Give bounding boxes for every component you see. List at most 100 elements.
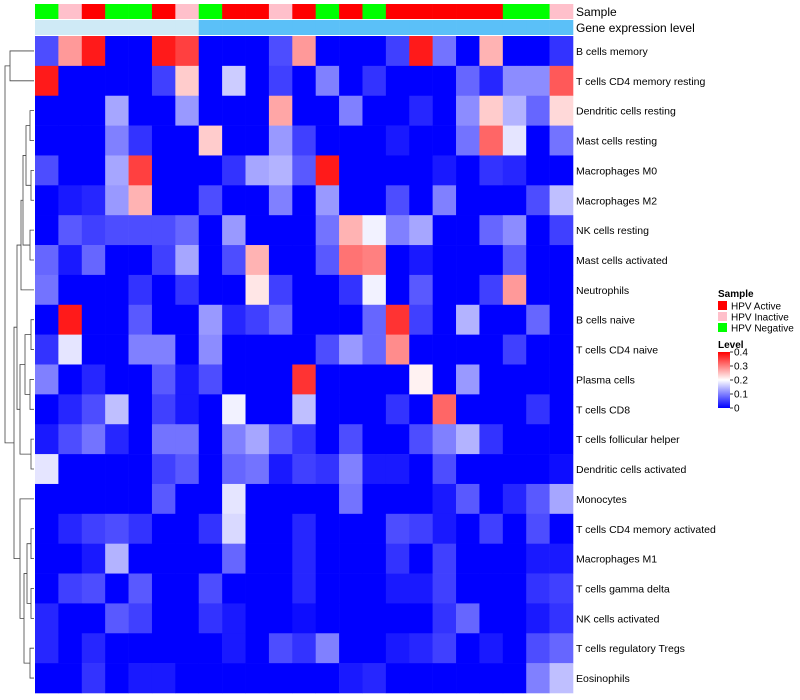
row-label: Mast cells resting <box>576 136 657 148</box>
heatmap-cell <box>362 215 387 246</box>
heatmap-cell <box>292 185 316 216</box>
heatmap-cell <box>549 633 574 664</box>
annotation-cell <box>526 4 550 19</box>
heatmap-cell <box>268 603 293 634</box>
dendrogram-branch <box>30 528 34 560</box>
heatmap-cell <box>81 513 106 544</box>
heatmap-cell <box>549 185 574 216</box>
heatmap-cell <box>526 95 550 126</box>
heatmap-cell <box>549 454 574 485</box>
heatmap-cell <box>339 304 363 335</box>
legend-swatch <box>718 312 727 321</box>
heatmap-cell <box>292 543 316 574</box>
heatmap-cell <box>385 364 410 395</box>
heatmap-cell <box>81 125 106 156</box>
heatmap-cell <box>409 215 433 246</box>
heatmap-cell <box>362 274 387 306</box>
heatmap-cell <box>339 454 363 485</box>
heatmap-cell <box>479 95 504 126</box>
heatmap-cell <box>245 573 270 604</box>
heatmap-cell <box>315 603 340 634</box>
heatmap-cell <box>81 95 106 126</box>
heatmap-cell <box>409 65 433 97</box>
dendrogram-branch <box>29 229 34 261</box>
heatmap-cell <box>385 424 410 455</box>
heatmap-cell <box>315 274 340 306</box>
row-label: Plasma cells <box>576 374 635 386</box>
heatmap-cell <box>432 513 457 544</box>
heatmap-cell <box>198 155 223 186</box>
heatmap-cell <box>315 454 340 485</box>
heatmap-cell <box>526 364 550 395</box>
heatmap-cell <box>362 424 387 455</box>
heatmap-cell <box>549 543 574 574</box>
heatmap-cell <box>58 245 83 276</box>
heatmap-cell <box>502 245 527 276</box>
heatmap-cell <box>128 334 153 365</box>
heatmap-cell <box>105 185 129 216</box>
heatmap-cell <box>479 513 504 544</box>
heatmap-cell <box>268 543 293 574</box>
heatmap-cell <box>409 603 433 634</box>
heatmap-cell <box>105 454 129 485</box>
heatmap-cell <box>292 483 316 515</box>
heatmap-cell <box>502 424 527 455</box>
heatmap-cell <box>456 125 480 156</box>
heatmap-cell <box>81 603 106 634</box>
heatmap-cell <box>58 95 83 126</box>
heatmap-cell <box>81 185 106 216</box>
heatmap-cell <box>339 513 363 544</box>
heatmap-cell <box>128 274 153 306</box>
legend-tick-label: 0.1 <box>734 390 748 401</box>
heatmap-cell <box>292 394 316 425</box>
heatmap-cell <box>292 454 316 485</box>
heatmap-cell <box>526 274 550 306</box>
heatmap-cell <box>362 36 387 67</box>
annotation-cell <box>268 4 293 19</box>
heatmap-cell <box>222 304 246 335</box>
heatmap-cell <box>58 543 83 574</box>
heatmap-cell <box>456 95 480 126</box>
heatmap-cell <box>151 573 176 604</box>
heatmap-cell <box>456 543 480 574</box>
heatmap-cell <box>526 483 550 515</box>
row-label: NK cells activated <box>576 613 660 625</box>
heatmap-cell <box>222 155 246 186</box>
heatmap-cell <box>456 454 480 485</box>
legend-tick-label: 0.2 <box>734 376 748 387</box>
annotation-cell <box>105 20 129 35</box>
heatmap-cell <box>268 215 293 246</box>
heatmap-cell <box>502 304 527 335</box>
heatmap-cell <box>479 65 504 97</box>
heatmap-cell <box>526 603 550 634</box>
dendrogram-branch <box>30 438 34 470</box>
heatmap-cell <box>502 95 527 126</box>
heatmap-cell <box>549 65 574 97</box>
heatmap-cell <box>385 185 410 216</box>
heatmap-cell <box>432 454 457 485</box>
heatmap-cell <box>245 633 270 664</box>
heatmap-cell <box>35 394 59 425</box>
heatmap-cell <box>502 633 527 664</box>
heatmap-cell <box>222 513 246 544</box>
heatmap-cell <box>175 364 200 395</box>
heatmap-cell <box>432 603 457 634</box>
heatmap-cell <box>362 633 387 664</box>
heatmap-cell <box>385 95 410 126</box>
heatmap-cell <box>456 483 480 515</box>
heatmap-cell <box>245 125 270 156</box>
heatmap-cell <box>549 513 574 544</box>
heatmap-cell <box>268 364 293 395</box>
heatmap-cell <box>35 274 59 306</box>
heatmap-cell <box>362 543 387 574</box>
heatmap-cell <box>385 394 410 425</box>
heatmap-cell <box>222 185 246 216</box>
heatmap-cell <box>222 274 246 306</box>
heatmap-cell <box>175 424 200 455</box>
heatmap-cell <box>198 603 223 634</box>
heatmap-cell <box>526 155 550 186</box>
heatmap-cell <box>198 304 223 335</box>
heatmap-cell <box>105 543 129 574</box>
heatmap-cell <box>432 95 457 126</box>
heatmap-cell <box>409 454 433 485</box>
